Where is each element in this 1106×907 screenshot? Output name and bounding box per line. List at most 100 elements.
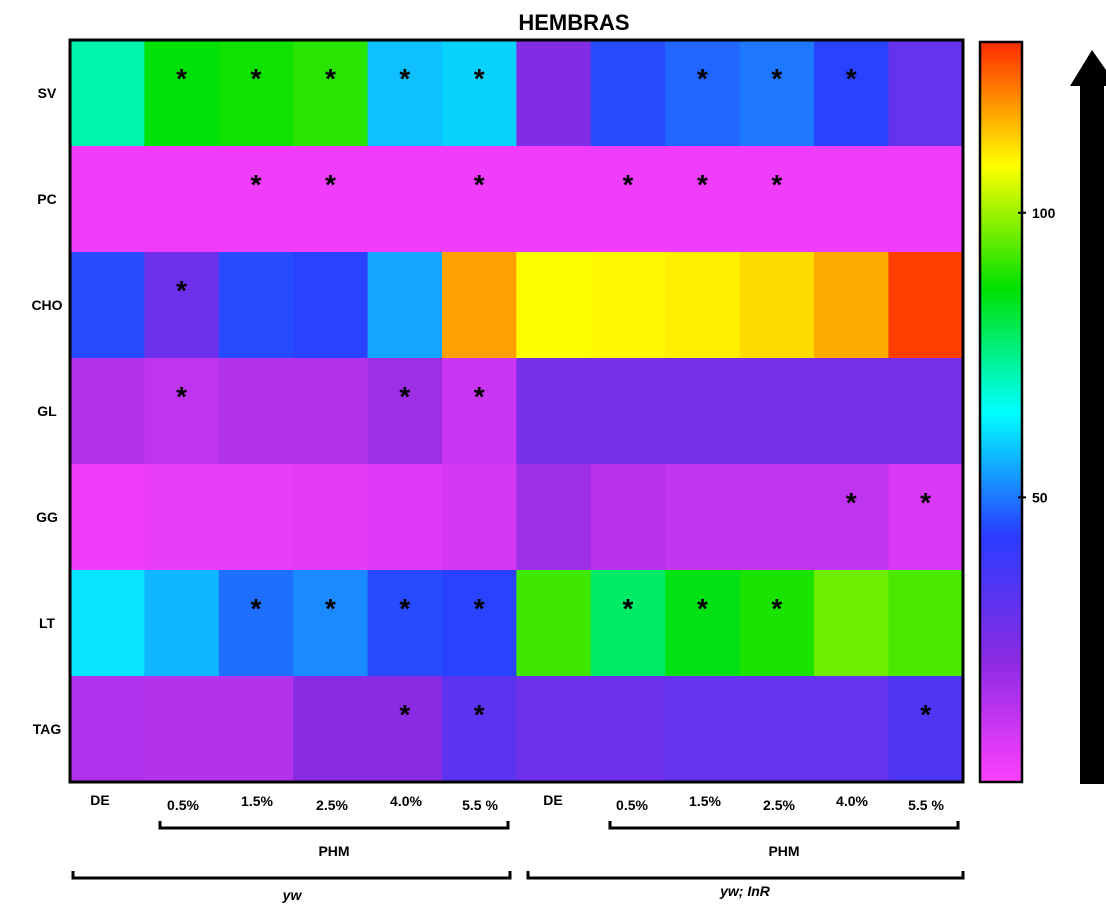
heatmap-cell	[814, 252, 889, 359]
heatmap-cell	[218, 570, 294, 677]
significance-marker: *	[474, 593, 485, 624]
column-label: 1.5%	[689, 793, 721, 809]
heatmap-cell	[665, 676, 741, 783]
bracket-line	[526, 871, 965, 880]
heatmap-cell	[516, 358, 592, 465]
heatmap-cell	[590, 358, 666, 465]
column-label: 1.5%	[241, 793, 273, 809]
heatmap-cell	[739, 464, 815, 571]
group-brackets: PHM PHM yw yw; InR	[71, 821, 965, 903]
heatmap-cell	[665, 570, 741, 677]
heatmap-cell	[739, 358, 815, 465]
heatmap-cell	[293, 40, 369, 147]
heatmap-cell	[293, 676, 369, 783]
group-label: yw; InR	[719, 883, 771, 899]
heatmap-cell	[665, 358, 741, 465]
heatmap-cell	[367, 358, 443, 465]
heatmap-cell	[665, 252, 741, 359]
heatmap-cell	[516, 146, 592, 253]
heatmap-cell	[739, 40, 815, 147]
subgroup-label: PHM	[768, 843, 799, 859]
significance-marker: *	[251, 169, 262, 200]
significance-marker: *	[399, 63, 410, 94]
row-label: PC	[37, 191, 56, 207]
heatmap-cell	[442, 146, 517, 253]
heatmap-cell	[293, 252, 369, 359]
heatmap-cell	[590, 676, 666, 783]
significance-marker: *	[474, 381, 485, 412]
significance-marker: *	[771, 169, 782, 200]
row-label: GL	[37, 403, 57, 419]
heatmap-cell	[144, 40, 220, 147]
heatmap-cell	[665, 464, 741, 571]
heatmap-cell	[218, 40, 294, 147]
significance-marker: *	[623, 593, 634, 624]
subgroup-label: PHM	[318, 843, 349, 859]
column-labels: DE 0.5% 1.5% 2.5% 4.0% 5.5 % DE 0.5% 1.5% 2.5% 4.0…	[90, 792, 944, 813]
colorbar-tick-label: 50	[1032, 489, 1048, 505]
heatmap-cell	[293, 146, 369, 253]
heatmap-cell	[516, 570, 592, 677]
heatmap-cell	[442, 40, 517, 147]
column-label: 4.0%	[390, 793, 422, 809]
row-label: LT	[39, 615, 56, 631]
heatmap-cell	[590, 40, 666, 147]
heatmap-cell	[590, 464, 666, 571]
heatmap-cell	[888, 146, 964, 253]
heatmap-cell	[516, 464, 592, 571]
column-label: 0.5%	[616, 797, 648, 813]
significance-marker: *	[697, 593, 708, 624]
significance-marker: *	[176, 381, 187, 412]
arrow-shaft	[1080, 84, 1104, 784]
heatmap-cell	[739, 570, 815, 677]
heatmap-cell	[739, 676, 815, 783]
column-label: DE	[90, 792, 109, 808]
heatmap-cell	[442, 252, 517, 359]
column-label: 0.5%	[167, 797, 199, 813]
significance-marker: *	[846, 63, 857, 94]
heatmap-cell	[888, 252, 964, 359]
heatmap-cell	[367, 464, 443, 571]
heatmap-cell	[218, 252, 294, 359]
colorbar-tick-label: 100	[1032, 205, 1056, 221]
bracket-line	[158, 821, 510, 830]
heatmap-cell	[218, 464, 294, 571]
column-label: 5.5 %	[462, 797, 498, 813]
bracket-line	[71, 871, 512, 880]
heatmap-cell	[367, 40, 443, 147]
heatmap-cell	[516, 252, 592, 359]
row-label: SV	[38, 85, 57, 101]
heatmap-cell	[888, 40, 964, 147]
heatmap-cell	[144, 570, 220, 677]
significance-marker: *	[251, 63, 262, 94]
significance-marker: *	[399, 593, 410, 624]
heatmap-cells: * * * * * * * * * * * * * * * * * * * * * * * * * * * * * *	[70, 40, 964, 783]
row-label: TAG	[33, 721, 62, 737]
heatmap-cell	[293, 358, 369, 465]
heatmap-cell	[665, 146, 741, 253]
heatmap-cell	[590, 252, 666, 359]
bracket-line	[608, 821, 960, 830]
arrow-head	[1070, 50, 1106, 86]
heatmap-cell	[814, 464, 889, 571]
heatmap-cell	[70, 40, 145, 147]
heatmap-cell	[665, 40, 741, 147]
colorbar-gradient	[978, 40, 1024, 784]
row-label: GG	[36, 509, 58, 525]
heatmap-frame	[68, 38, 965, 784]
heatmap-cell	[218, 358, 294, 465]
significance-marker: *	[399, 699, 410, 730]
heatmap-cell	[888, 358, 964, 465]
heatmap-cell	[367, 570, 443, 677]
significance-marker: *	[474, 169, 485, 200]
heatmap-cell	[516, 676, 592, 783]
heatmap-cell	[814, 358, 889, 465]
heatmap-cell	[70, 358, 145, 465]
significance-marker: *	[251, 593, 262, 624]
heatmap-cell	[814, 676, 889, 783]
significance-marker: *	[176, 63, 187, 94]
column-label: 2.5%	[316, 797, 348, 813]
significance-marker: *	[771, 593, 782, 624]
heatmap-cell	[70, 146, 145, 253]
